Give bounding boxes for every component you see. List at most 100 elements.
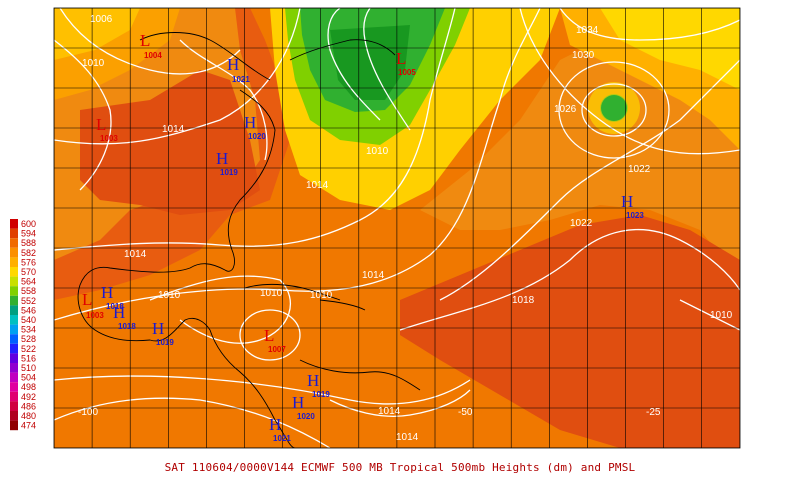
isobar-label: 1026 xyxy=(554,104,577,115)
svg-text:L: L xyxy=(396,49,406,68)
svg-text:1023: 1023 xyxy=(626,211,644,220)
svg-text:1003: 1003 xyxy=(86,311,104,320)
svg-text:H: H xyxy=(216,149,228,168)
legend-label: 486 xyxy=(21,401,36,411)
isobar-label: 1014 xyxy=(124,249,147,260)
coastlines xyxy=(77,32,421,448)
legend-swatch xyxy=(10,382,18,392)
legend-label: 552 xyxy=(21,296,36,306)
legend-swatch xyxy=(10,324,18,335)
isobar-label: 1022 xyxy=(628,164,651,175)
legend-label: 588 xyxy=(21,238,36,248)
svg-text:H: H xyxy=(292,393,304,412)
legend-label: 576 xyxy=(21,257,36,267)
legend-swatch xyxy=(10,267,18,277)
legend-swatch xyxy=(10,420,18,431)
isobar-label: 1014 xyxy=(378,406,401,417)
contour-588-interior xyxy=(80,70,260,215)
svg-text:1019: 1019 xyxy=(220,168,238,177)
legend-swatch xyxy=(10,276,18,287)
legend-label: 474 xyxy=(21,421,36,431)
svg-text:1021: 1021 xyxy=(232,75,250,84)
legend-label: 564 xyxy=(21,277,36,287)
svg-text:1018: 1018 xyxy=(118,322,136,331)
isobar-label: 1034 xyxy=(576,25,599,36)
isobar-label: 1014 xyxy=(396,432,419,443)
svg-text:1020: 1020 xyxy=(248,132,266,141)
svg-text:H: H xyxy=(152,319,164,338)
isobar-label: 1006 xyxy=(90,14,113,25)
svg-text:H: H xyxy=(621,192,633,211)
svg-text:1020: 1020 xyxy=(297,412,315,421)
svg-text:1021: 1021 xyxy=(273,434,291,443)
contour-588-se xyxy=(400,215,740,448)
legend-label: 498 xyxy=(21,382,36,392)
legend-label: 522 xyxy=(21,344,36,354)
isobar-label: 1014 xyxy=(306,180,329,191)
contour-582-south xyxy=(54,290,480,448)
svg-text:1019: 1019 xyxy=(156,338,174,347)
isobar-label: 1018 xyxy=(512,295,535,306)
svg-text:H: H xyxy=(307,371,319,390)
svg-text:L: L xyxy=(140,31,150,50)
legend-label: 504 xyxy=(21,373,36,383)
legend-swatch xyxy=(10,257,18,267)
contour-552-trough xyxy=(330,25,410,100)
legend-swatch xyxy=(10,238,18,248)
svg-text:H: H xyxy=(227,55,239,74)
isobar-label: 1010 xyxy=(710,310,733,321)
legend-label: 516 xyxy=(21,353,36,363)
svg-text:H: H xyxy=(113,303,125,322)
legend-swatch xyxy=(10,305,18,315)
legend-swatch xyxy=(10,219,18,229)
legend-label: 480 xyxy=(21,411,36,421)
svg-text:H: H xyxy=(269,415,281,434)
legend-swatch xyxy=(10,353,18,363)
legend-label: 594 xyxy=(21,229,36,239)
contour-570-nw xyxy=(54,8,140,60)
svg-text:1004: 1004 xyxy=(144,51,162,60)
longitude-label: -25 xyxy=(646,407,661,418)
legend-label: 582 xyxy=(21,248,36,258)
legend-swatch xyxy=(10,343,18,354)
legend-label: 558 xyxy=(21,286,36,296)
isobar-label: 1010 xyxy=(310,290,333,301)
legend-swatch xyxy=(10,411,18,421)
isobar-label: 1010 xyxy=(158,290,181,301)
map-caption: SAT 110604/0000V144 ECMWF 500 MB Tropica… xyxy=(164,461,636,474)
svg-text:L: L xyxy=(264,326,274,345)
height-color-legend: 6005945885825765705645585525465405345285… xyxy=(10,219,36,431)
svg-text:L: L xyxy=(82,290,92,309)
legend-swatch xyxy=(10,334,18,344)
low-center: L 1003 xyxy=(82,290,104,320)
legend-label: 570 xyxy=(21,267,36,277)
isobar-label: 1010 xyxy=(366,146,389,157)
legend-swatch xyxy=(10,228,18,239)
svg-text:1019: 1019 xyxy=(312,390,330,399)
isobar-label: 1010 xyxy=(260,288,283,299)
legend-swatch xyxy=(10,286,18,296)
svg-text:1007: 1007 xyxy=(268,345,286,354)
legend-swatch xyxy=(10,391,18,402)
legend-label: 534 xyxy=(21,325,36,335)
svg-text:H: H xyxy=(244,113,256,132)
legend-swatch xyxy=(10,372,18,383)
contour-582-east xyxy=(420,35,740,280)
legend-label: 528 xyxy=(21,334,36,344)
isobar-label: 1010 xyxy=(82,58,105,69)
legend-swatch xyxy=(10,363,18,373)
